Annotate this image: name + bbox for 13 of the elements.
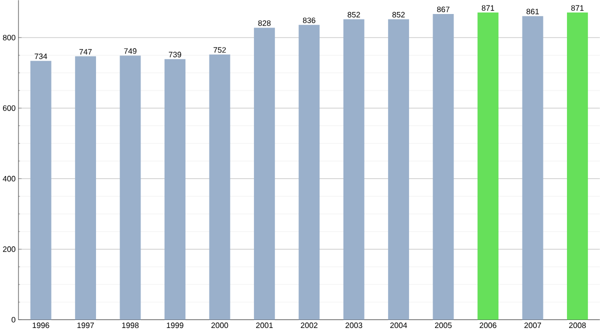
bar	[120, 56, 141, 320]
bar	[566, 12, 588, 320]
bar	[254, 28, 275, 320]
bar	[478, 12, 498, 320]
bar	[30, 61, 52, 320]
bar	[343, 19, 364, 320]
bar	[75, 56, 96, 320]
bar	[388, 19, 410, 320]
bar	[164, 59, 186, 320]
bar	[432, 14, 454, 320]
bar	[298, 25, 320, 320]
bar	[209, 54, 230, 320]
bar	[522, 16, 544, 320]
